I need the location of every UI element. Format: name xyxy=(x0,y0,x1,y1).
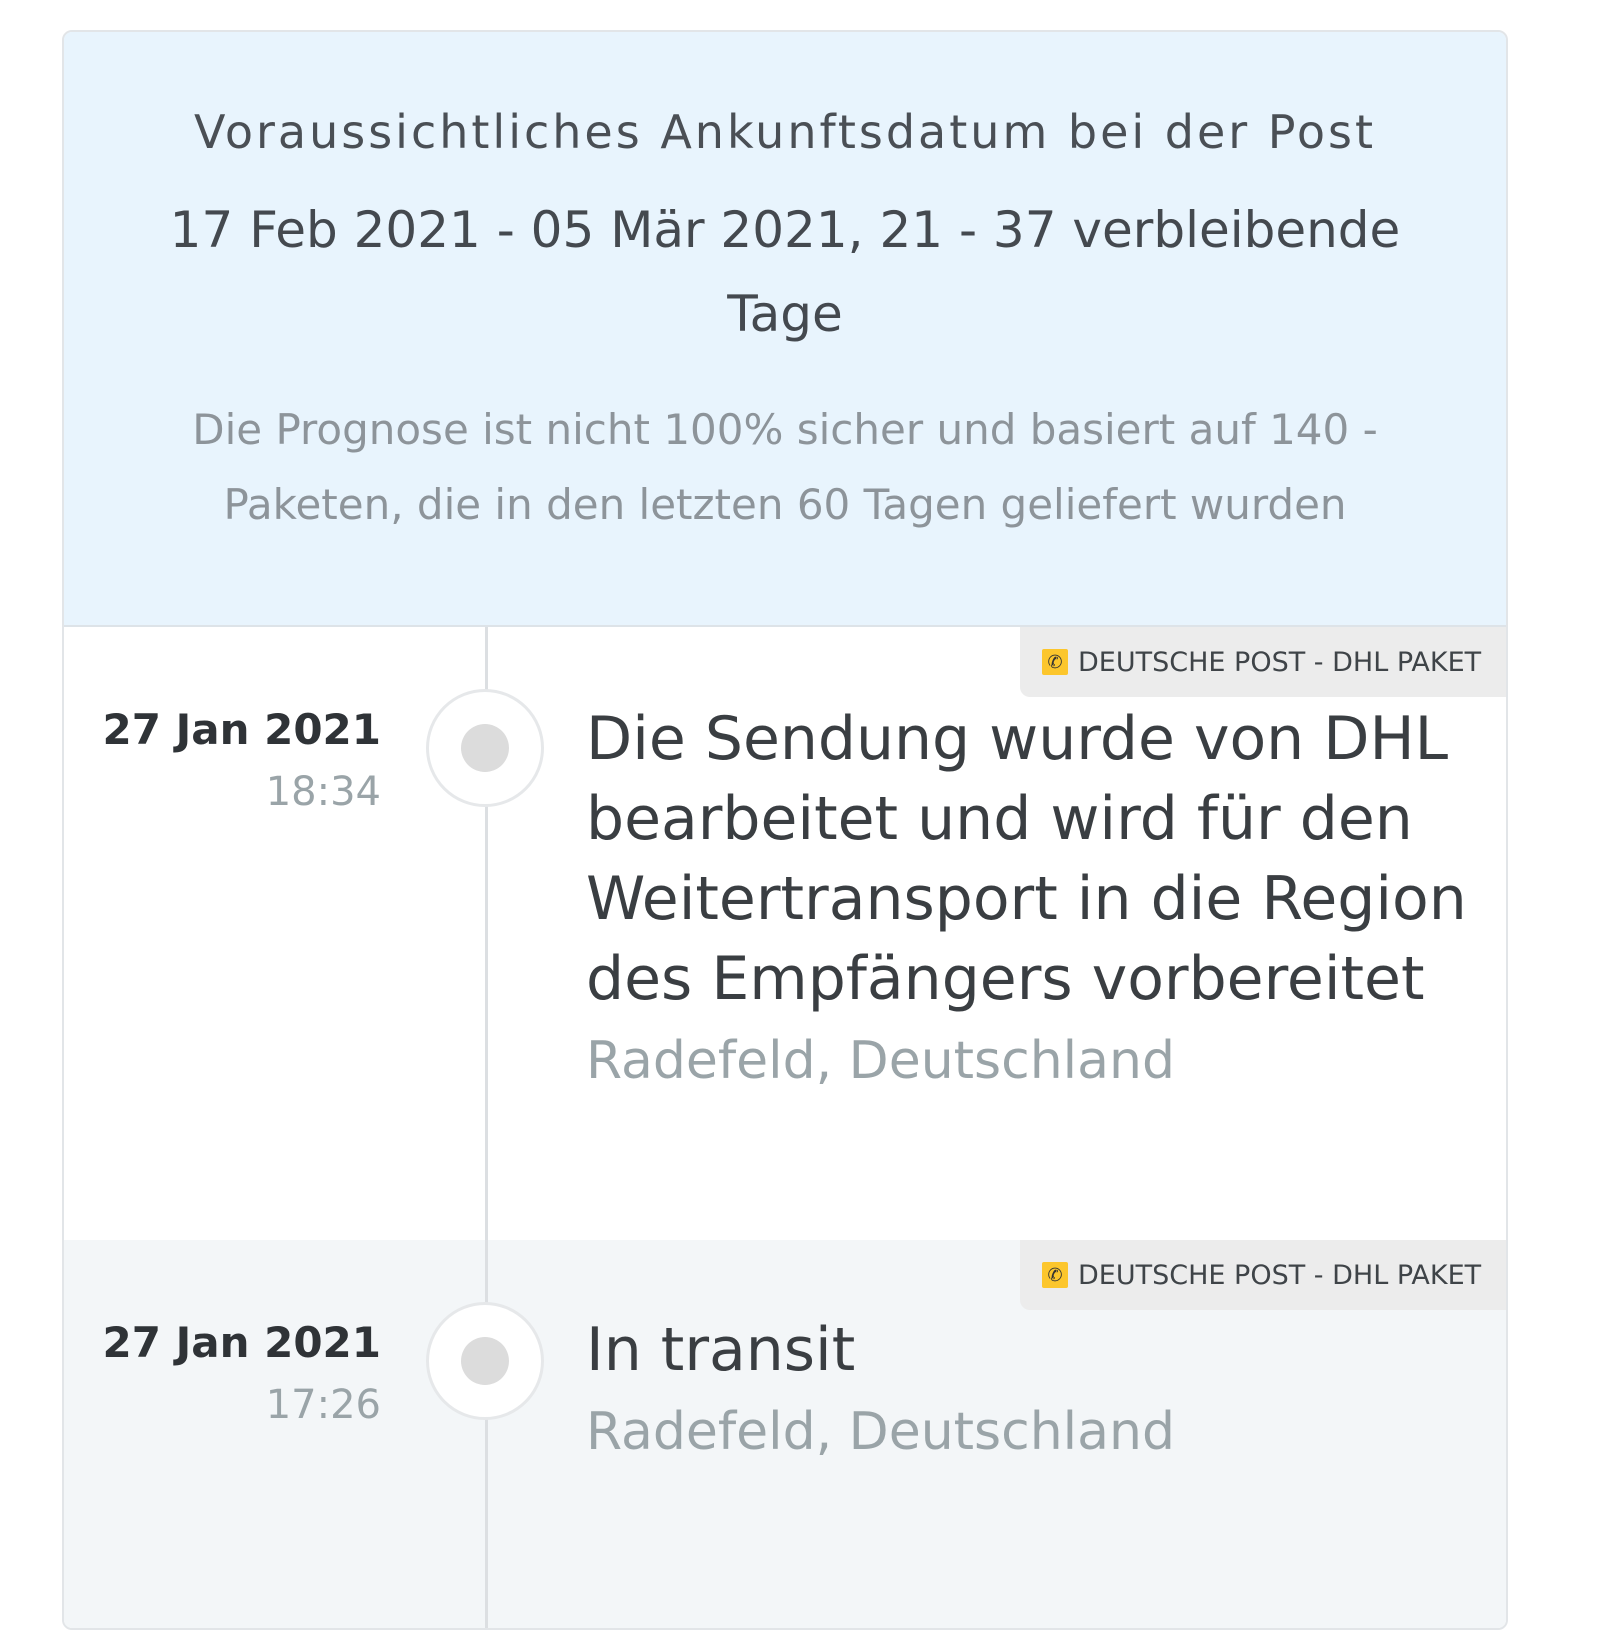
timeline-event: ✆ DEUTSCHE POST - DHL PAKET 27 Jan 2021 … xyxy=(64,1240,1506,1628)
tracking-card: Voraussichtliches Ankunftsdatum bei der … xyxy=(62,30,1508,1630)
timeline-line xyxy=(485,627,488,1240)
event-message: Die Sendung wurde von DHL bearbeitet und… xyxy=(586,704,1467,1014)
carrier-name: DEUTSCHE POST - DHL PAKET xyxy=(1078,646,1482,678)
event-date: 27 Jan 2021 xyxy=(102,1318,381,1367)
timeline-line xyxy=(485,1240,488,1628)
carrier-badge: ✆ DEUTSCHE POST - DHL PAKET xyxy=(1020,1240,1506,1310)
estimate-note: Die Prognose ist nicht 100% sicher und b… xyxy=(192,405,1378,529)
event-time: 17:26 xyxy=(265,1382,381,1428)
estimate-title: Voraussichtliches Ankunftsdatum bei der … xyxy=(193,105,1377,159)
timeline-dot-icon xyxy=(461,724,509,772)
timeline-event: ✆ DEUTSCHE POST - DHL PAKET 27 Jan 2021 … xyxy=(64,627,1506,1240)
estimate-range: 17 Feb 2021 - 05 Mär 2021, 21 - 37 verbl… xyxy=(169,201,1401,343)
timeline-dot-icon xyxy=(461,1337,509,1385)
estimate-panel: Voraussichtliches Ankunftsdatum bei der … xyxy=(64,32,1506,627)
event-content: Die Sendung wurde von DHL bearbeitet und… xyxy=(586,699,1486,1101)
timeline-node xyxy=(426,1302,544,1420)
event-message: In transit xyxy=(586,1315,856,1385)
deutsche-post-horn-icon: ✆ xyxy=(1042,649,1068,675)
event-time: 18:34 xyxy=(265,769,381,815)
event-date: 27 Jan 2021 xyxy=(102,705,381,754)
event-location: Radefeld, Deutschland xyxy=(586,1402,1175,1462)
event-content: In transit Radefeld, Deutschland xyxy=(586,1310,1486,1472)
timeline-node xyxy=(426,689,544,807)
event-location: Radefeld, Deutschland xyxy=(586,1031,1175,1091)
deutsche-post-horn-icon: ✆ xyxy=(1042,1262,1068,1288)
carrier-badge: ✆ DEUTSCHE POST - DHL PAKET xyxy=(1020,627,1506,697)
carrier-name: DEUTSCHE POST - DHL PAKET xyxy=(1078,1259,1482,1291)
